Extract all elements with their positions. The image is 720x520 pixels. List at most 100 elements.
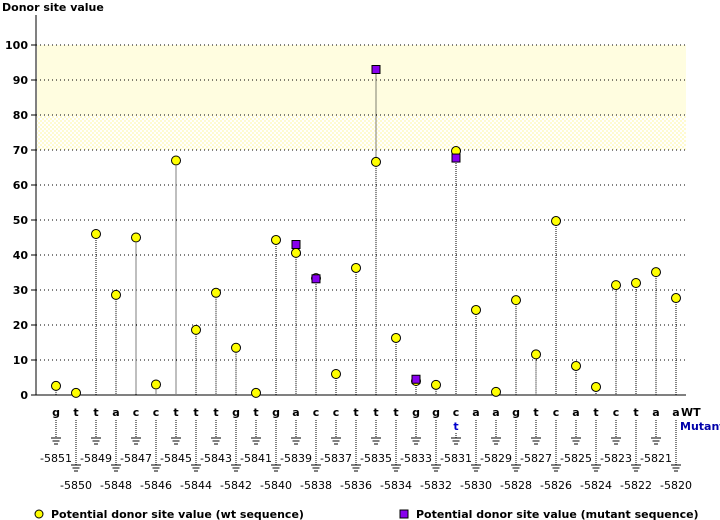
y-tick-label: 40 xyxy=(13,249,29,262)
position-label: -5851 xyxy=(40,452,72,465)
mutant-point xyxy=(411,374,421,384)
wt-point xyxy=(251,387,261,398)
wt-base-label: t xyxy=(193,406,198,419)
position-label: -5837 xyxy=(320,452,352,465)
wt-base-label: a xyxy=(492,406,499,419)
y-tick-label: 50 xyxy=(13,214,29,227)
wt-point xyxy=(551,216,561,227)
mutant-base-label: t xyxy=(453,420,458,433)
highlight-band xyxy=(37,115,686,150)
wt-base-label: c xyxy=(313,406,320,419)
position-label: -5829 xyxy=(480,452,512,465)
wt-base-label: t xyxy=(533,406,538,419)
y-tick-label: 30 xyxy=(13,284,29,297)
wt-base-label: t xyxy=(373,406,378,419)
position-label: -5840 xyxy=(260,479,292,492)
wt-point xyxy=(651,267,661,278)
position-label: -5828 xyxy=(500,479,532,492)
mutant-point xyxy=(371,65,381,74)
wt-base-label: g xyxy=(52,406,60,419)
legend-wt-marker xyxy=(34,509,44,519)
wt-base-label: g xyxy=(412,406,420,419)
y-tick-label: 20 xyxy=(13,319,29,332)
mutant-point xyxy=(311,274,321,284)
position-label: -5825 xyxy=(560,452,592,465)
wt-base-label: c xyxy=(153,406,160,419)
wt-point xyxy=(431,379,441,390)
wt-base-label: a xyxy=(652,406,659,419)
wt-point xyxy=(211,287,221,298)
legend: Potential donor site value (wt sequence)… xyxy=(34,508,699,520)
position-label: -5836 xyxy=(340,479,372,492)
y-tick-label: 100 xyxy=(5,39,28,52)
wt-point xyxy=(391,332,401,343)
position-label: -5833 xyxy=(400,452,432,465)
mutant-row-label: Mutant xyxy=(680,420,720,433)
wt-base-label: c xyxy=(133,406,140,419)
position-label: -5827 xyxy=(520,452,552,465)
wt-base-label: g xyxy=(432,406,440,419)
y-tick-label: 90 xyxy=(13,74,29,87)
wt-base-label: a xyxy=(472,406,479,419)
wt-point xyxy=(151,379,161,390)
position-label: -5834 xyxy=(380,479,412,492)
wt-row-label: WT xyxy=(681,406,701,419)
position-label: -5838 xyxy=(300,479,332,492)
position-label: -5843 xyxy=(200,452,232,465)
wt-base-label: t xyxy=(93,406,98,419)
wt-base-label: t xyxy=(393,406,398,419)
position-label: -5839 xyxy=(280,452,312,465)
y-tick-label: 0 xyxy=(20,389,28,402)
mutant-point xyxy=(291,240,301,249)
wt-base-label: t xyxy=(173,406,178,419)
wt-point xyxy=(331,369,341,379)
wt-base-label: c xyxy=(333,406,340,419)
wt-point xyxy=(111,289,121,300)
wt-point xyxy=(71,387,81,398)
wt-base-label: g xyxy=(232,406,240,419)
wt-point xyxy=(291,247,301,258)
wt-point xyxy=(231,342,241,353)
wt-point xyxy=(611,280,621,291)
position-label: -5849 xyxy=(80,452,112,465)
wt-point xyxy=(591,381,601,392)
position-label: -5842 xyxy=(220,479,252,492)
wt-base-label: c xyxy=(453,406,460,419)
wt-point xyxy=(571,360,581,371)
wt-point xyxy=(271,234,281,245)
wt-point xyxy=(351,262,361,273)
y-tick-label: 60 xyxy=(13,179,29,192)
position-label: -5835 xyxy=(360,452,392,465)
wt-base-label: t xyxy=(253,406,258,419)
y-tick-label: 10 xyxy=(13,354,29,367)
wt-base-label: c xyxy=(553,406,560,419)
position-label: -5822 xyxy=(620,479,652,492)
wt-point xyxy=(491,386,501,397)
position-label: -5847 xyxy=(120,452,152,465)
wt-point xyxy=(171,155,181,166)
wt-point xyxy=(131,232,141,243)
position-label: -5823 xyxy=(600,452,632,465)
legend-mutant-marker xyxy=(399,509,409,519)
position-label: -5824 xyxy=(580,479,612,492)
wt-base-label: a xyxy=(112,406,119,419)
wt-base-label: t xyxy=(633,406,638,419)
position-label: -5826 xyxy=(540,479,572,492)
mutant-point xyxy=(451,153,461,163)
wt-point xyxy=(471,304,481,315)
position-label: -5845 xyxy=(160,452,192,465)
wt-base-label: c xyxy=(613,406,620,419)
y-tick-label: 80 xyxy=(13,109,29,122)
wt-base-label: t xyxy=(353,406,358,419)
legend-wt-label: Potential donor site value (wt sequence) xyxy=(51,508,304,520)
position-label: -5830 xyxy=(460,479,492,492)
position-label: -5841 xyxy=(240,452,272,465)
position-label: -5844 xyxy=(180,479,212,492)
highlight-band xyxy=(37,45,686,115)
wt-base-label: t xyxy=(73,406,78,419)
position-label: -5848 xyxy=(100,479,132,492)
wt-point xyxy=(51,380,61,391)
wt-point xyxy=(371,156,381,167)
wt-base-label: a xyxy=(292,406,299,419)
wt-point xyxy=(191,324,201,335)
